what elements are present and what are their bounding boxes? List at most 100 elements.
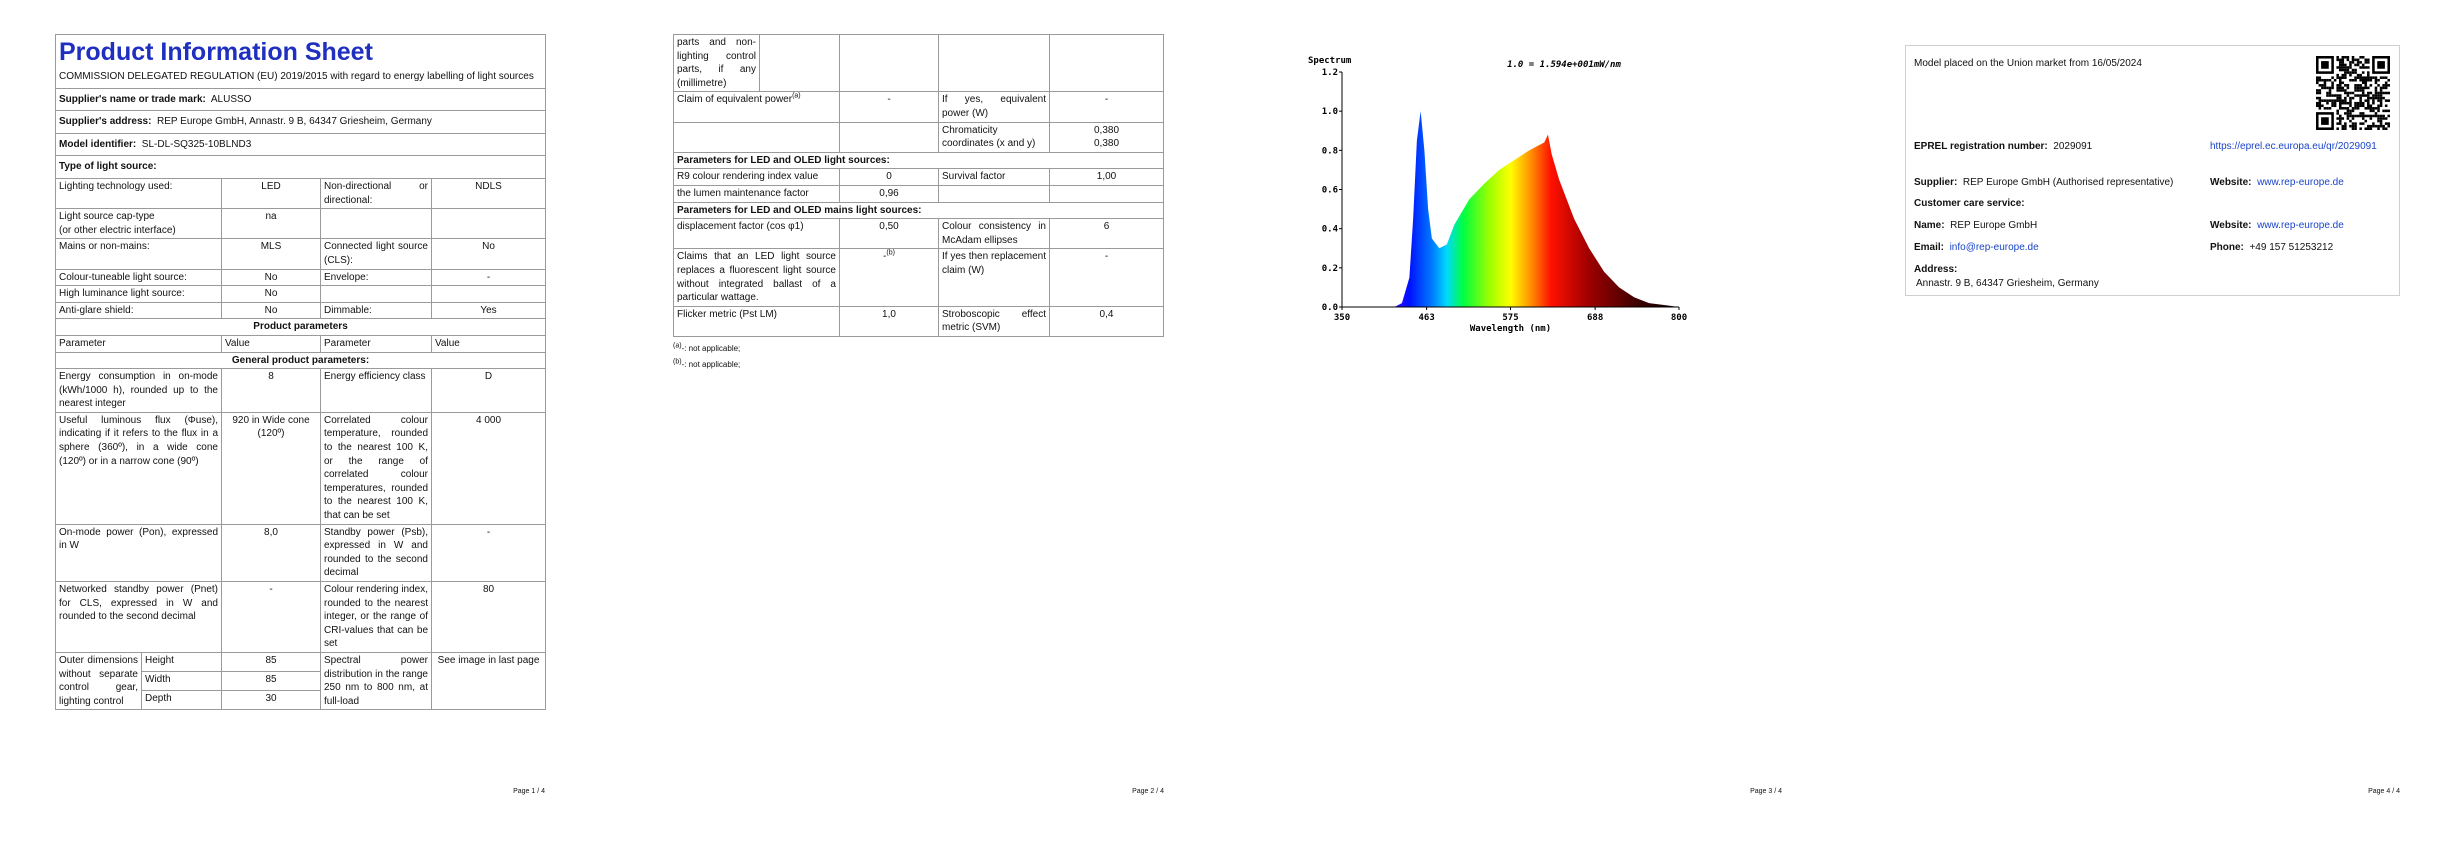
qr-module: [2379, 86, 2383, 90]
qr-module: [2384, 86, 2388, 90]
info-line: https://eprel.ec.europa.eu/qr/2029091: [2210, 140, 2380, 153]
qr-module: [2359, 56, 2362, 59]
qr-module: [2318, 104, 2322, 108]
parameter: Colour rendering index, rounded to the n…: [320, 581, 432, 653]
y-tick-label: 1.2: [1322, 68, 1338, 78]
value: 30: [221, 690, 321, 711]
qr-module: [2372, 114, 2375, 118]
qr-module: [2341, 101, 2345, 105]
qr-module: [2379, 101, 2383, 105]
section-heading: General product parameters:: [54, 351, 547, 370]
link[interactable]: info@rep-europe.de: [1949, 242, 2039, 253]
y-tick-label: 0.8: [1322, 146, 1338, 156]
parameter: Dimmable:: [320, 301, 432, 320]
parameter: [320, 285, 432, 303]
qr-module: [2354, 58, 2357, 62]
parameter: R9 colour rendering index value: [673, 168, 840, 186]
qr-module: [2364, 66, 2368, 69]
qr-module: [2336, 66, 2339, 69]
field-label: Name:: [1914, 220, 1945, 231]
parameter: Energy consumption in on-mode (kWh/1000 …: [55, 368, 222, 413]
qr-module: [2374, 89, 2378, 92]
qr-module: [2354, 101, 2357, 105]
value: 8: [221, 368, 321, 413]
qr-module: [2359, 61, 2362, 64]
qr-module: [2349, 78, 2352, 82]
qr-module: [2333, 104, 2337, 108]
qr-module: [2341, 86, 2345, 90]
qr-module: [2356, 94, 2360, 97]
parameter: Outer dimensions without separate contro…: [55, 651, 142, 711]
qr-module: [2364, 61, 2368, 64]
qr-module: [2372, 101, 2375, 105]
qr-module: [2328, 99, 2332, 102]
qr-module: [2377, 104, 2380, 108]
field-value: REP Europe GmbH, Annastr. 9 B, 64347 Gri…: [156, 116, 432, 128]
value: No: [221, 301, 321, 320]
parameter: Connected light source (CLS):: [320, 238, 432, 270]
value: 6: [1049, 218, 1164, 250]
page-number: Page 4 / 4: [2368, 788, 2400, 795]
qr-module: [2369, 104, 2373, 108]
qr-module: [2372, 96, 2375, 100]
field-value: Model placed on the Union market from 16…: [1914, 58, 2142, 69]
qr-module: [2318, 78, 2322, 82]
qr-module: [2387, 114, 2390, 118]
qr-module: [2377, 94, 2380, 97]
qr-module: [2367, 104, 2370, 108]
qr-module: [2341, 124, 2345, 128]
qr-module: [2387, 109, 2390, 113]
parameter: [938, 184, 1050, 203]
value: 920 in Wide cone (120º): [221, 411, 321, 525]
content: parts and non-lighting control parts, if…: [673, 33, 1164, 373]
qr-module: [2377, 119, 2380, 123]
qr-module: [2333, 94, 2337, 97]
qr-module: [2336, 96, 2339, 100]
qr-module: [2377, 84, 2380, 87]
qr-module: [2349, 124, 2352, 128]
qr-module: [2344, 96, 2347, 100]
section-heading: Parameters for LED and OLED light source…: [673, 151, 1164, 170]
supplier-row: Supplier's name or trade mark: ALUSSO: [54, 87, 547, 112]
qr-module: [2379, 104, 2383, 108]
value: No: [221, 268, 321, 287]
qr-module: [2374, 81, 2378, 85]
qr-module: [2338, 89, 2342, 92]
qr-module: [2361, 89, 2365, 92]
qr-module: [2341, 117, 2345, 120]
value: No: [430, 238, 547, 270]
qr-module: [2367, 96, 2370, 100]
qr-module: [2341, 73, 2345, 77]
qr-module: [2338, 114, 2342, 118]
qr-module: [2351, 58, 2355, 62]
link[interactable]: www.rep-europe.de: [2257, 177, 2344, 188]
qr-module: [2349, 96, 2352, 100]
qr-module: [2351, 71, 2355, 74]
link[interactable]: www.rep-europe.de: [2257, 220, 2344, 231]
qr-module: [2361, 66, 2365, 69]
value: [839, 121, 939, 153]
x-tick-label: 350: [1334, 313, 1350, 323]
qr-module: [2359, 94, 2362, 97]
qr-module: [2377, 91, 2380, 95]
field-label: Email:: [1914, 242, 1945, 253]
qr-module: [2323, 107, 2327, 110]
qr-module: [2336, 122, 2339, 125]
qr-module: [2359, 127, 2362, 130]
column-header: Value: [221, 334, 321, 353]
parameter: Correlated colour temperature, rounded t…: [320, 411, 432, 525]
link[interactable]: https://eprel.ec.europa.eu/qr/2029091: [2210, 141, 2377, 152]
supplier-row: Model identifier: SL-DL-SQ325-10BLND3: [54, 132, 547, 157]
qr-module: [2349, 109, 2352, 113]
section-heading: Product parameters: [54, 318, 547, 336]
qr-module: [2356, 76, 2360, 79]
qr-module: [2374, 78, 2378, 82]
qr-module: [2331, 76, 2334, 79]
qr-module: [2384, 76, 2388, 79]
value: -: [839, 91, 939, 123]
table-body: Product Information Sheet COMMISSION DELE…: [54, 34, 547, 711]
qr-module: [2369, 91, 2373, 95]
qr-module: [2372, 94, 2375, 97]
qr-module: [2354, 114, 2357, 118]
value: 0,380 0,380: [1049, 121, 1164, 153]
